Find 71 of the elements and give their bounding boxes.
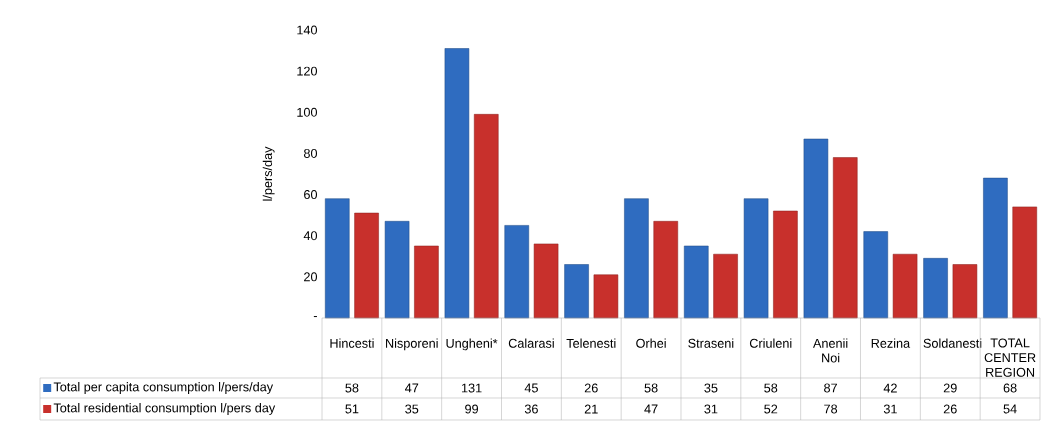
legend-label: Total residential consumption l/pers day (53, 403, 276, 415)
y-tick-label: 140 (297, 25, 318, 35)
data-label: 52 (764, 404, 778, 414)
data-label: 68 (1003, 383, 1017, 393)
bar (773, 210, 798, 319)
data-label: 99 (465, 404, 479, 414)
bar (653, 221, 679, 319)
data-label: 21 (584, 404, 598, 414)
data-label: 29 (943, 383, 957, 393)
y-tick-label: 20 (304, 272, 318, 282)
x-tick-label: Soldanesti (923, 338, 982, 348)
x-tick-label: Criuleni (749, 338, 792, 348)
data-label: 51 (345, 404, 359, 414)
bar (504, 225, 530, 319)
x-tick-label: Orhei (636, 338, 666, 348)
bar (952, 264, 978, 319)
data-label: 47 (644, 404, 658, 414)
data-label: 45 (524, 383, 538, 393)
bar (803, 138, 829, 319)
bar (983, 177, 1008, 319)
bar (683, 245, 709, 319)
data-label: 58 (644, 383, 658, 393)
y-tick-label: 60 (304, 190, 318, 200)
data-label: 54 (1003, 404, 1017, 414)
bar (444, 48, 470, 319)
data-label: 31 (883, 404, 897, 414)
x-tick-label: Hincesti (330, 338, 374, 348)
data-label: 26 (943, 404, 957, 414)
data-label: 58 (764, 383, 778, 393)
y-axis-title: l/pers/day (262, 146, 275, 201)
data-label: 131 (461, 383, 482, 393)
data-label: 42 (883, 383, 897, 393)
y-tick-label: 100 (297, 107, 318, 117)
bar (533, 243, 559, 319)
bar (1012, 206, 1038, 319)
bar (892, 253, 918, 319)
data-label: 58 (345, 383, 359, 393)
bar (624, 198, 649, 319)
bar (923, 258, 948, 319)
y-tick-label: - (313, 316, 317, 318)
data-label: 35 (704, 383, 718, 393)
data-label: 31 (704, 404, 718, 414)
x-tick-label: Anenii Noi (813, 338, 848, 363)
x-tick-label: Calarasi (508, 338, 554, 348)
bar (743, 198, 769, 319)
bar (414, 245, 439, 319)
data-label: 47 (405, 383, 419, 393)
x-tick-label: Telenesti (566, 338, 616, 348)
data-label: 35 (405, 404, 419, 414)
bar (593, 274, 619, 319)
bar (832, 157, 858, 319)
data-label: 26 (584, 383, 598, 393)
bar (713, 253, 738, 319)
bar (564, 264, 589, 319)
data-label: 78 (824, 404, 838, 414)
bar (863, 231, 889, 319)
y-tick-label: 120 (297, 66, 318, 76)
legend-label: Total per capita consumption l/pers/day (53, 382, 274, 394)
data-label: 36 (524, 404, 538, 414)
x-tick-label: Rezina (871, 338, 911, 348)
x-tick-label: Straseni (688, 338, 734, 348)
bar (473, 114, 499, 319)
x-tick-label: Nisporeni (386, 338, 438, 351)
bar (384, 221, 410, 319)
x-tick-label: TOTAL CENTER REGION (984, 338, 1036, 377)
y-tick-label: 40 (303, 231, 318, 241)
x-tick-label: Ungheni* (446, 338, 498, 351)
bar (324, 198, 350, 319)
data-label: 87 (824, 383, 837, 393)
bar (354, 212, 379, 319)
y-tick-label: 80 (303, 148, 318, 158)
